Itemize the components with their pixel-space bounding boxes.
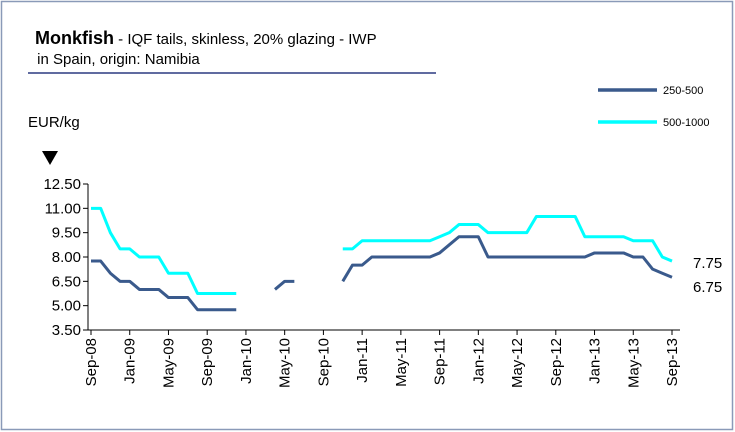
- x-tick-label: Sep-10: [315, 338, 332, 386]
- y-tick-label: 5.00: [52, 298, 81, 315]
- x-tick-label: Jan-11: [354, 338, 371, 383]
- x-tick-label: Jan-12: [470, 338, 487, 384]
- annotation: 6.75: [693, 279, 722, 296]
- series-line: [91, 206, 673, 295]
- title-line: Monkfish - IQF tails, skinless, 20% glaz…: [35, 28, 377, 48]
- x-tick-label: May-09: [160, 338, 177, 388]
- legend-label: 500-1000: [663, 117, 710, 129]
- axis-marker: [42, 151, 58, 165]
- legend-label: 250-500: [663, 85, 703, 97]
- x-tick-label: Sep-11: [432, 338, 449, 385]
- series-line: [91, 235, 673, 312]
- x-tick-label: May-13: [625, 338, 642, 388]
- y-tick-label: 3.50: [52, 322, 81, 339]
- x-tick-label: Sep-13: [664, 338, 681, 386]
- x-tick-label: Jan-09: [122, 338, 139, 384]
- x-tick-label: May-10: [277, 338, 294, 388]
- y-tick-label: 12.50: [43, 176, 81, 193]
- x-tick-label: Sep-08: [83, 338, 100, 386]
- y-tick-label: 8.00: [52, 249, 81, 266]
- x-tick-label: Sep-12: [548, 338, 565, 386]
- chart-subtitle: - IQF tails, skinless, 20% glazing - IWP: [114, 31, 377, 48]
- x-tick-label: Jan-10: [238, 338, 255, 384]
- x-tick-label: May-12: [509, 338, 526, 388]
- y-tick-label: 11.00: [45, 200, 81, 217]
- y-tick-label: 9.50: [52, 225, 81, 242]
- x-tick-label: Sep-09: [199, 338, 216, 386]
- x-tick-label: Jan-13: [587, 338, 604, 384]
- annotation: 7.75: [693, 255, 722, 272]
- y-axis-label: EUR/kg: [28, 114, 80, 131]
- chart-subtitle-2: in Spain, origin: Namibia: [33, 51, 200, 68]
- chart-title: Monkfish: [35, 28, 114, 48]
- y-tick-label: 6.50: [52, 273, 81, 290]
- x-tick-label: May-11: [393, 338, 410, 387]
